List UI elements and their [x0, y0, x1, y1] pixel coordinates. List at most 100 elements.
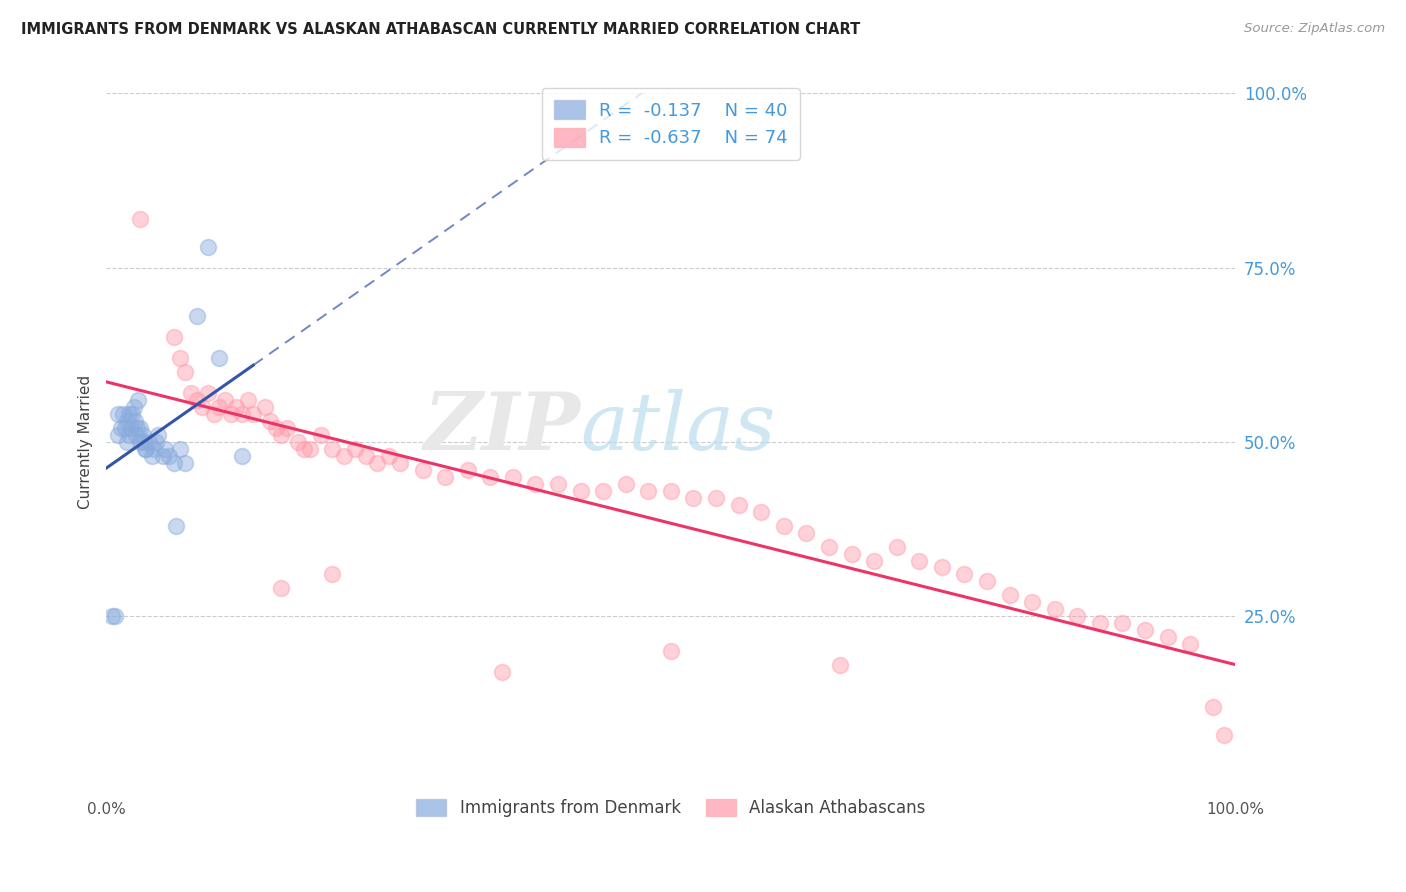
Point: [242, 407, 264, 421]
Point: [270, 428, 292, 442]
Point: [1088, 616, 1111, 631]
Point: [225, 400, 247, 414]
Point: [863, 553, 886, 567]
Point: [112, 407, 135, 421]
Point: [547, 476, 569, 491]
Point: [231, 407, 253, 421]
Text: Source: ZipAtlas.com: Source: ZipAtlas.com: [1244, 22, 1385, 36]
Point: [592, 483, 614, 498]
Point: [659, 644, 682, 658]
Point: [214, 393, 236, 408]
Point: [388, 456, 411, 470]
Point: [180, 386, 202, 401]
Point: [231, 449, 253, 463]
Point: [524, 476, 547, 491]
Point: [1111, 616, 1133, 631]
Point: [107, 428, 129, 442]
Legend: Immigrants from Denmark, Alaskan Athabascans: Immigrants from Denmark, Alaskan Athabas…: [409, 793, 932, 824]
Point: [931, 560, 953, 574]
Point: [614, 476, 637, 491]
Point: [186, 310, 208, 324]
Point: [197, 240, 219, 254]
Point: [1133, 624, 1156, 638]
Point: [202, 407, 225, 421]
Point: [163, 456, 186, 470]
Point: [157, 449, 180, 463]
Point: [135, 442, 157, 456]
Point: [434, 470, 457, 484]
Point: [1043, 602, 1066, 616]
Point: [191, 400, 214, 414]
Point: [569, 483, 592, 498]
Point: [153, 442, 176, 456]
Point: [276, 421, 298, 435]
Point: [163, 330, 186, 344]
Point: [107, 407, 129, 421]
Point: [174, 456, 197, 470]
Point: [292, 442, 315, 456]
Point: [208, 351, 231, 366]
Point: [120, 421, 142, 435]
Point: [976, 574, 998, 589]
Point: [270, 582, 292, 596]
Point: [208, 400, 231, 414]
Point: [908, 553, 931, 567]
Point: [953, 567, 976, 582]
Point: [118, 428, 141, 442]
Point: [186, 393, 208, 408]
Point: [141, 449, 163, 463]
Point: [259, 414, 281, 428]
Point: [127, 393, 149, 408]
Point: [264, 421, 287, 435]
Point: [704, 491, 727, 505]
Point: [502, 470, 524, 484]
Point: [1021, 595, 1043, 609]
Point: [287, 434, 309, 449]
Point: [169, 442, 191, 456]
Point: [354, 449, 377, 463]
Point: [125, 421, 148, 435]
Point: [491, 665, 513, 679]
Point: [129, 421, 152, 435]
Point: [377, 449, 399, 463]
Point: [1178, 637, 1201, 651]
Text: IMMIGRANTS FROM DENMARK VS ALASKAN ATHABASCAN CURRENTLY MARRIED CORRELATION CHAR: IMMIGRANTS FROM DENMARK VS ALASKAN ATHAB…: [21, 22, 860, 37]
Point: [332, 449, 354, 463]
Point: [818, 540, 841, 554]
Point: [309, 428, 332, 442]
Point: [1202, 700, 1225, 714]
Point: [132, 434, 155, 449]
Point: [886, 540, 908, 554]
Y-axis label: Currently Married: Currently Married: [79, 375, 93, 509]
Point: [131, 428, 153, 442]
Point: [1213, 728, 1236, 742]
Point: [321, 567, 343, 582]
Point: [197, 386, 219, 401]
Point: [174, 365, 197, 379]
Point: [682, 491, 704, 505]
Point: [727, 498, 749, 512]
Point: [101, 609, 124, 624]
Point: [479, 470, 502, 484]
Point: [148, 428, 170, 442]
Point: [321, 442, 343, 456]
Point: [659, 483, 682, 498]
Point: [343, 442, 366, 456]
Point: [114, 421, 136, 435]
Point: [142, 442, 165, 456]
Point: [129, 211, 152, 226]
Point: [772, 518, 794, 533]
Point: [165, 518, 187, 533]
Point: [104, 609, 127, 624]
Point: [152, 449, 174, 463]
Point: [253, 400, 276, 414]
Point: [1156, 630, 1178, 644]
Point: [169, 351, 191, 366]
Point: [115, 414, 138, 428]
Point: [637, 483, 659, 498]
Point: [124, 414, 146, 428]
Point: [110, 421, 132, 435]
Point: [129, 434, 152, 449]
Point: [236, 393, 259, 408]
Point: [298, 442, 321, 456]
